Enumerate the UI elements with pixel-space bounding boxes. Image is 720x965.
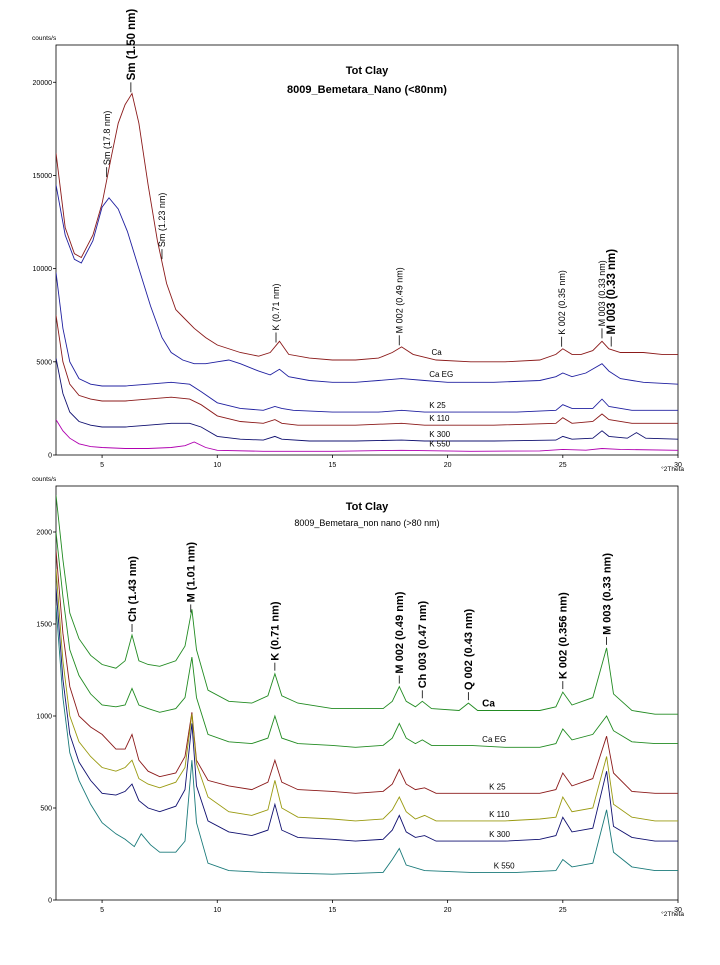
y-tick-label: 1500: [36, 622, 52, 629]
peak-annotation: Sm (1.23 nm): [157, 193, 167, 248]
series-label: K 25: [429, 401, 446, 410]
series-line-k-110: [56, 315, 678, 426]
peak-annotation: M 003 (0.33 nm): [601, 553, 613, 635]
series-label: K 300: [429, 430, 450, 439]
series-label: K 550: [429, 440, 450, 449]
peak-annotation: M 003 (0.33 nm): [606, 249, 618, 335]
chart-title: Tot Clay: [346, 65, 389, 77]
peak-annotation: Sm (1.50 nm): [126, 9, 138, 81]
y-tick-label: 20000: [33, 80, 53, 87]
y-unit-label: counts/s: [32, 476, 57, 483]
peak-annotation: Ch (1.43 nm): [127, 556, 139, 622]
y-tick-label: 15000: [33, 173, 53, 180]
series-label: Ca EG: [429, 370, 453, 379]
x-unit-label: °2Theta: [661, 910, 684, 918]
series-label: Ca: [432, 348, 443, 357]
peak-annotation: Sm (17.8 nm): [102, 111, 112, 166]
peak-annotation: M (1.01 nm): [186, 542, 198, 603]
x-tick-label: 15: [329, 907, 337, 914]
x-tick-label: 30: [674, 907, 682, 914]
peak-annotation: M 002 (0.49 nm): [394, 267, 404, 333]
peak-annotation: Q 002 (0.43 nm): [463, 608, 475, 690]
x-tick-label: 5: [100, 462, 104, 469]
x-tick-label: 15: [329, 462, 337, 469]
chart-subtitle: 8009_Bemetara_Nano (<80nm): [287, 84, 447, 96]
x-tick-label: 25: [559, 462, 567, 469]
peak-annotation: K 002 (0.35 nm): [557, 270, 567, 335]
y-tick-label: 500: [40, 806, 52, 813]
series-line-k-110: [56, 568, 678, 822]
series-line-k-550: [56, 419, 678, 452]
peak-annotation: M 002 (0.49 nm): [394, 591, 406, 673]
series-line-k-25: [56, 550, 678, 794]
peak-annotation: K (0.71 nm): [270, 601, 282, 661]
y-tick-label: 0: [48, 898, 52, 905]
x-tick-label: 20: [444, 907, 452, 914]
series-label: K 300: [489, 830, 510, 839]
peak-annotation: K 002 (0.356 nm): [558, 592, 570, 679]
series-line-ca-eg: [56, 184, 678, 385]
y-tick-label: 2000: [36, 530, 52, 537]
y-tick-label: 5000: [36, 359, 52, 366]
series-line-k-550: [56, 605, 678, 875]
series-label: K 110: [489, 810, 510, 819]
peak-annotation: Ch 003 (0.47 nm): [417, 601, 429, 689]
series-line-ca: [56, 495, 678, 715]
series-label: Ca EG: [482, 735, 506, 744]
y-tick-label: 1000: [36, 714, 52, 721]
series-line-ca-eg: [56, 531, 678, 748]
series-label: Ca: [482, 698, 495, 709]
chart-title: Tot Clay: [346, 501, 389, 513]
y-tick-label: 10000: [33, 266, 53, 273]
series-label: K 25: [489, 782, 506, 791]
x-tick-label: 20: [444, 462, 452, 469]
series-line-k-300: [56, 358, 678, 442]
x-tick-label: 25: [559, 907, 567, 914]
peak-annotation: K (0.71 nm): [271, 283, 281, 330]
series-label: K 110: [429, 414, 450, 423]
x-tick-label: 5: [100, 907, 104, 914]
x-tick-label: 30: [674, 462, 682, 469]
series-line-k-25: [56, 272, 678, 413]
series-line-k-300: [56, 587, 678, 842]
x-tick-label: 10: [213, 907, 221, 914]
y-unit-label: counts/s: [32, 35, 57, 42]
series-label: K 550: [494, 861, 515, 870]
y-tick-label: 0: [48, 453, 52, 460]
plot-frame: [55, 485, 679, 901]
chart-subtitle: 8009_Bemetara_non nano (>80 nm): [294, 518, 439, 528]
top-chart-nano: 0 5000 10000 15000 20000 5 10 15 20 25 30 counts/s °…: [32, 9, 684, 473]
bottom-chart-non-nano: 0 500 1000 1500 2000 5 10 15 20 25 30 counts/s °2The…: [32, 476, 684, 918]
x-tick-label: 10: [213, 462, 221, 469]
series-line-ca: [56, 92, 678, 363]
x-unit-label: °2Theta: [661, 465, 684, 473]
plot-frame: [55, 44, 679, 456]
peak-annotation: M 003 (0.33 nm): [597, 260, 607, 326]
